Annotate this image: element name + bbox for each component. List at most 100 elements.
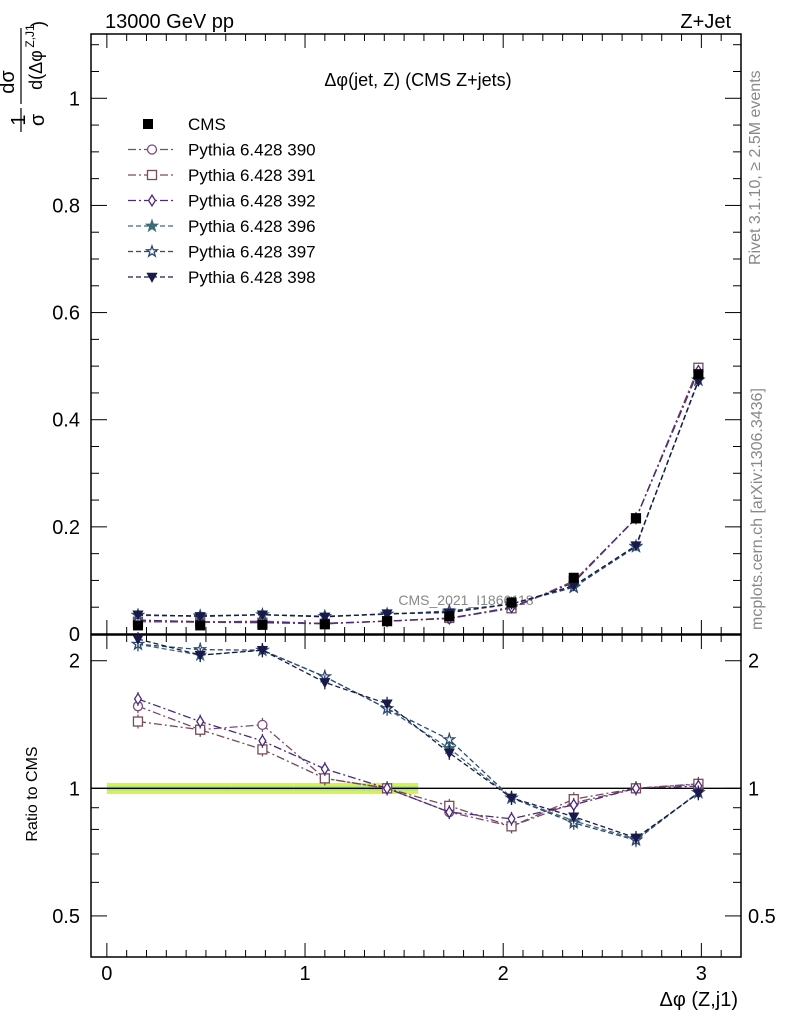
legend-entry: Pythia 6.428 391 [128, 166, 316, 185]
marker [132, 634, 144, 645]
marker [382, 781, 392, 795]
y-tick-label-main: 1 [69, 88, 80, 110]
legend-entry: Pythia 6.428 398 [128, 268, 316, 287]
legend-entry: Pythia 6.428 397 [128, 243, 316, 262]
marker [445, 805, 454, 819]
marker [443, 748, 455, 759]
y-tick-label-ratio-right: 2 [748, 651, 759, 673]
cms-point [693, 369, 704, 380]
marker [132, 716, 144, 727]
svg-text:): ) [28, 21, 48, 27]
header-right: Z+Jet [680, 11, 731, 33]
y-tick-label-ratio-right: 0.5 [748, 906, 776, 928]
plot-frames [90, 33, 742, 958]
chart-title: Δφ(jet, Z) (CMS Z+jets) [324, 70, 511, 90]
marker [507, 812, 516, 826]
marker [144, 243, 160, 258]
ratio-line [137, 643, 699, 840]
svg-text:d(Δφ: d(Δφ [26, 50, 46, 90]
marker [194, 612, 206, 623]
marker [256, 645, 269, 657]
marker [257, 719, 268, 730]
marker [319, 612, 331, 623]
series-line [137, 379, 700, 617]
cms-point [195, 620, 206, 631]
svg-text:1: 1 [8, 114, 30, 125]
cms-point [506, 597, 517, 608]
cms-point [630, 513, 641, 524]
ratio-frame [90, 634, 742, 958]
legend-entry: Pythia 6.428 396 [128, 217, 316, 236]
y-tick-label-main: 0.2 [52, 517, 80, 539]
axis-ticks: 0 1 2 3 0 0.2 0.4 0.6 0.8 1 0.5 0.5 1 1 2 2 [52, 34, 776, 985]
legend-marker-cms [143, 119, 153, 129]
legend-label: Pythia 6.428 396 [188, 217, 316, 236]
marker [630, 833, 642, 844]
rivet-label: Rivet 3.1.10, ≥ 2.5M events [747, 70, 764, 265]
marker [196, 714, 205, 729]
legend-label: Pythia 6.428 390 [188, 141, 316, 160]
ratio-pythia-6_428-398 [132, 632, 704, 845]
legend-entry: Pythia 6.428 392 [128, 192, 316, 211]
y-tick-label-ratio: 2 [69, 651, 80, 673]
x-axis-label: Δφ (Z,j1) [659, 989, 738, 1011]
y-tick-label-ratio: 1 [69, 778, 80, 800]
ratio-line [137, 643, 699, 841]
series-cms [132, 369, 704, 631]
marker [146, 144, 158, 155]
svg-text:dσ: dσ [0, 70, 19, 94]
series-line [137, 368, 700, 625]
cms-point [132, 620, 143, 631]
marker [258, 734, 267, 748]
watermark: CMS_2021_I1866118 [398, 592, 533, 608]
marker [256, 610, 269, 621]
ratio-pythia-6_428-390 [132, 699, 704, 834]
marker [441, 731, 457, 746]
x-tick-label: 3 [696, 963, 707, 985]
y-tick-label-main: 0.8 [52, 195, 80, 217]
marker [630, 541, 642, 552]
marker [132, 610, 144, 621]
main-series-group [130, 362, 706, 631]
series-pythia-6_428-392 [133, 364, 703, 630]
series-line [137, 370, 699, 624]
x-tick-label: 2 [498, 963, 509, 985]
series-pythia-6_428-390 [132, 363, 704, 629]
marker [631, 781, 641, 795]
ratio-line [137, 720, 699, 827]
y-axis-label-main: 1 σ dσ d(Δφ Z,J1 ) [0, 21, 49, 132]
series-pythia-6_428-396 [130, 372, 706, 623]
ratio-pythia-6_428-396 [130, 636, 706, 847]
cms-point [444, 611, 455, 622]
x-tick-label: 0 [101, 963, 112, 985]
legend-label: Pythia 6.428 398 [188, 268, 316, 287]
marker [505, 793, 518, 804]
ratio-series-group [130, 632, 706, 848]
marker [568, 812, 580, 823]
ratio-pythia-6_428-391 [132, 714, 704, 834]
marker [381, 609, 393, 620]
cms-point [568, 572, 579, 583]
marker [144, 218, 160, 233]
ratio-line [137, 705, 699, 827]
ratio-line [137, 698, 699, 820]
mcplots-label: mcplots.cern.ch [arXiv:1306.3436] [749, 388, 766, 630]
legend-label: Pythia 6.428 392 [188, 192, 316, 211]
marker [147, 193, 157, 208]
marker [692, 789, 704, 800]
marker [146, 272, 158, 283]
y-tick-label-main: 0 [69, 624, 80, 646]
series-pythia-6_428-398 [132, 376, 704, 623]
y-tick-label-ratio: 0.5 [52, 906, 80, 928]
marker [319, 678, 331, 689]
marker [133, 692, 143, 706]
legend-label: Pythia 6.428 397 [188, 243, 316, 262]
ratio-pythia-6_428-397 [130, 636, 706, 848]
y-tick-label-main: 0.4 [52, 410, 80, 432]
legend-label: Pythia 6.428 391 [188, 166, 316, 185]
main-frame [90, 33, 742, 635]
marker [381, 699, 393, 710]
x-tick-label: 1 [299, 963, 310, 985]
series-line [137, 379, 700, 617]
